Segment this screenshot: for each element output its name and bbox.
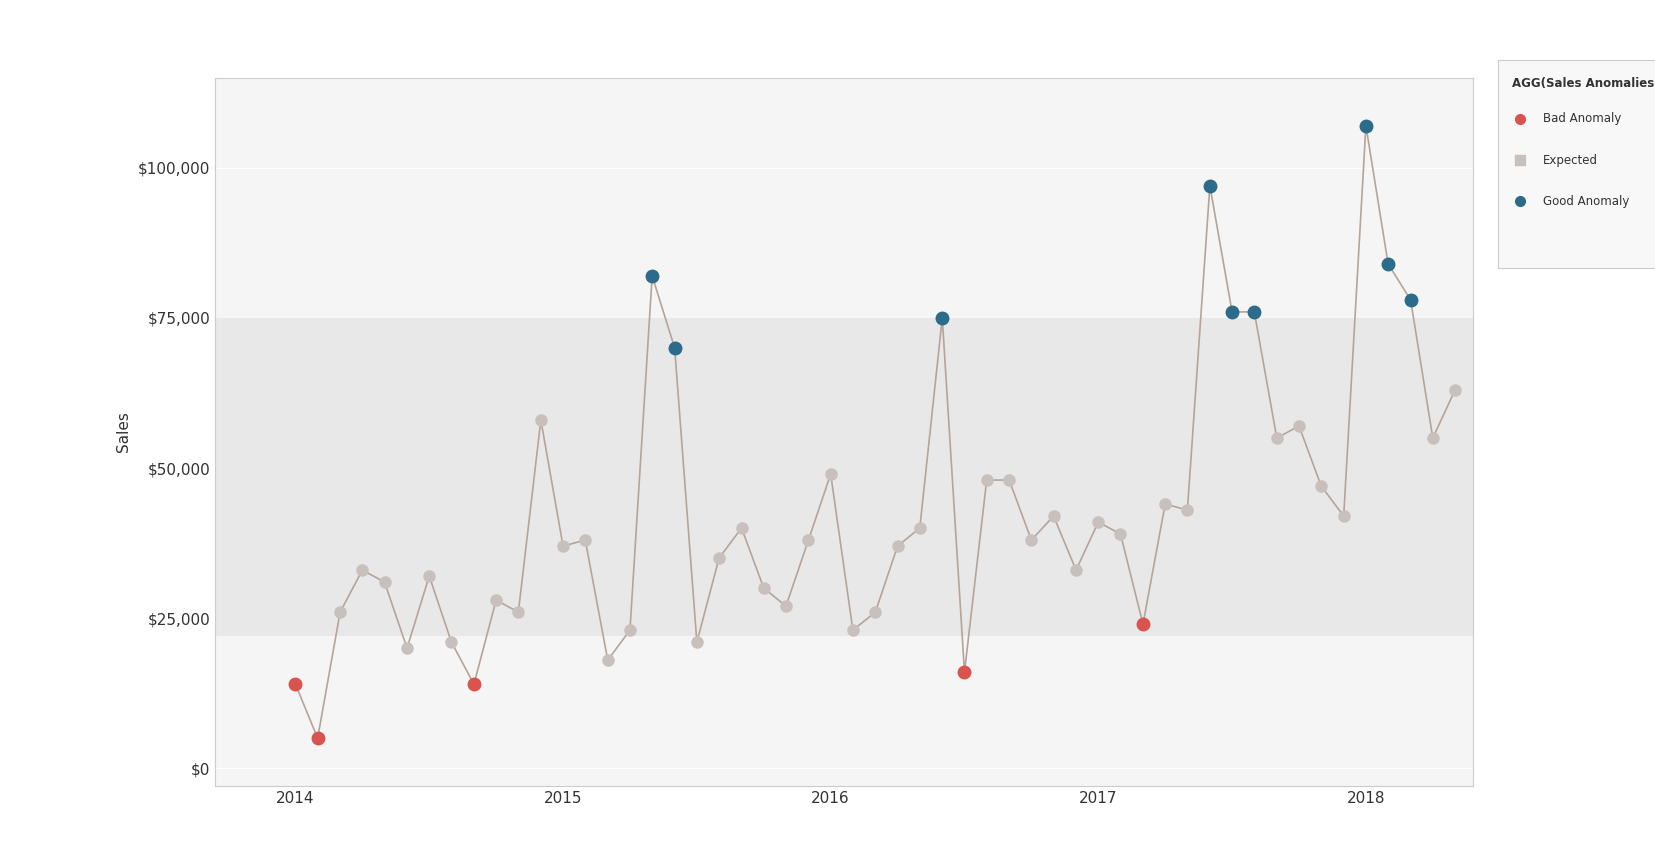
Text: Expected: Expected [1544, 154, 1599, 167]
Text: AGG(Sales Anomalies): AGG(Sales Anomalies) [1513, 77, 1655, 90]
Y-axis label: Sales: Sales [116, 411, 131, 453]
Text: Good Anomaly: Good Anomaly [1544, 195, 1630, 208]
Text: Bad Anomaly: Bad Anomaly [1544, 112, 1622, 125]
Bar [215, 318, 1473, 636]
